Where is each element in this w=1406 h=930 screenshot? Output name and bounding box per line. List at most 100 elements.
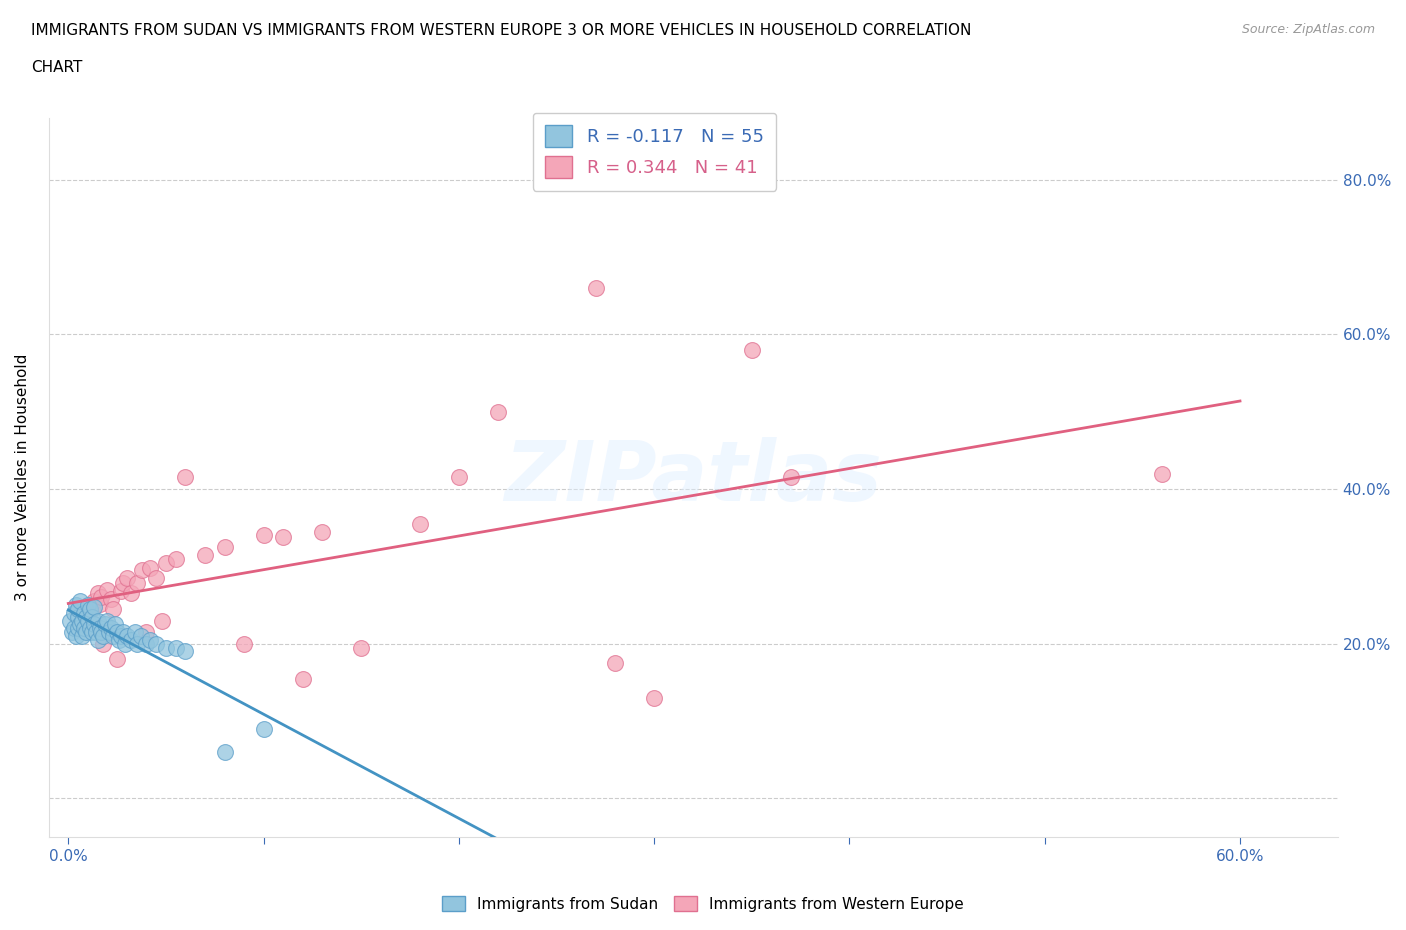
Point <box>83 617 105 631</box>
Point <box>447 470 470 485</box>
Point <box>252 528 274 543</box>
Point <box>76 613 98 628</box>
Point <box>96 613 118 628</box>
Text: CHART: CHART <box>31 60 83 75</box>
Point <box>103 602 125 617</box>
Point <box>105 625 128 640</box>
Point <box>115 629 138 644</box>
Point <box>125 576 148 591</box>
Point <box>139 632 162 647</box>
Point <box>145 571 167 586</box>
Point <box>67 602 90 617</box>
Point <box>80 609 103 624</box>
Point <box>73 607 96 622</box>
Point <box>80 602 103 617</box>
Point <box>73 621 96 636</box>
Point <box>1150 466 1173 481</box>
Point <box>120 586 142 601</box>
Point <box>135 625 157 640</box>
Point <box>350 640 373 655</box>
Point <box>63 621 86 636</box>
Point <box>120 632 142 647</box>
Legend: R = -0.117   N = 55, R = 0.344   N = 41: R = -0.117 N = 55, R = 0.344 N = 41 <box>533 113 776 191</box>
Point <box>165 640 187 655</box>
Point <box>291 671 314 686</box>
Point <box>75 625 97 640</box>
Point <box>96 582 118 597</box>
Point <box>111 625 134 640</box>
Point <box>83 593 105 608</box>
Point <box>93 629 115 644</box>
Point <box>585 281 607 296</box>
Point <box>98 625 121 640</box>
Point <box>741 342 763 357</box>
Point <box>90 625 112 640</box>
Point <box>67 609 90 624</box>
Point <box>69 617 91 631</box>
Point <box>271 529 294 544</box>
Point <box>643 690 665 705</box>
Point <box>84 625 107 640</box>
Point <box>59 613 82 628</box>
Point <box>86 613 108 628</box>
Point <box>63 605 86 620</box>
Point <box>114 636 136 651</box>
Point <box>214 539 236 554</box>
Point <box>69 593 91 608</box>
Point <box>76 598 98 613</box>
Text: ZIPatlas: ZIPatlas <box>505 437 882 518</box>
Point <box>115 571 138 586</box>
Y-axis label: 3 or more Vehicles in Household: 3 or more Vehicles in Household <box>15 353 30 601</box>
Point <box>110 584 132 599</box>
Point <box>89 596 111 611</box>
Point <box>70 629 93 644</box>
Point <box>155 555 177 570</box>
Point <box>89 621 111 636</box>
Point <box>124 625 146 640</box>
Point <box>603 656 626 671</box>
Point <box>174 644 197 659</box>
Point <box>70 613 93 628</box>
Point <box>194 548 217 563</box>
Point <box>86 586 108 601</box>
Point <box>104 617 127 631</box>
Point <box>135 636 157 651</box>
Point <box>252 722 274 737</box>
Point <box>129 629 152 644</box>
Point <box>65 629 87 644</box>
Point <box>174 470 197 485</box>
Point <box>311 525 333 539</box>
Point <box>145 636 167 651</box>
Point <box>83 599 105 614</box>
Point <box>486 405 509 419</box>
Legend: Immigrants from Sudan, Immigrants from Western Europe: Immigrants from Sudan, Immigrants from W… <box>436 889 970 918</box>
Point <box>67 621 90 636</box>
Point <box>111 576 134 591</box>
Point <box>93 636 115 651</box>
Point <box>103 629 125 644</box>
Point <box>110 629 132 644</box>
Text: IMMIGRANTS FROM SUDAN VS IMMIGRANTS FROM WESTERN EUROPE 3 OR MORE VEHICLES IN HO: IMMIGRANTS FROM SUDAN VS IMMIGRANTS FROM… <box>31 23 972 38</box>
Point <box>409 516 432 531</box>
Point <box>80 625 103 640</box>
Point <box>79 621 101 636</box>
Point <box>150 613 173 628</box>
Point <box>100 591 122 606</box>
Point <box>779 470 801 485</box>
Text: Source: ZipAtlas.com: Source: ZipAtlas.com <box>1241 23 1375 36</box>
Point <box>75 609 97 624</box>
Point <box>79 602 101 617</box>
Point <box>214 745 236 760</box>
Point <box>125 636 148 651</box>
Point <box>86 632 108 647</box>
Point <box>105 652 128 667</box>
Point <box>76 621 98 636</box>
Point <box>139 561 162 576</box>
Point <box>60 625 83 640</box>
Point <box>67 602 90 617</box>
Point <box>94 617 117 631</box>
Point <box>100 621 122 636</box>
Point <box>155 640 177 655</box>
Point <box>65 598 87 613</box>
Point <box>90 590 112 604</box>
